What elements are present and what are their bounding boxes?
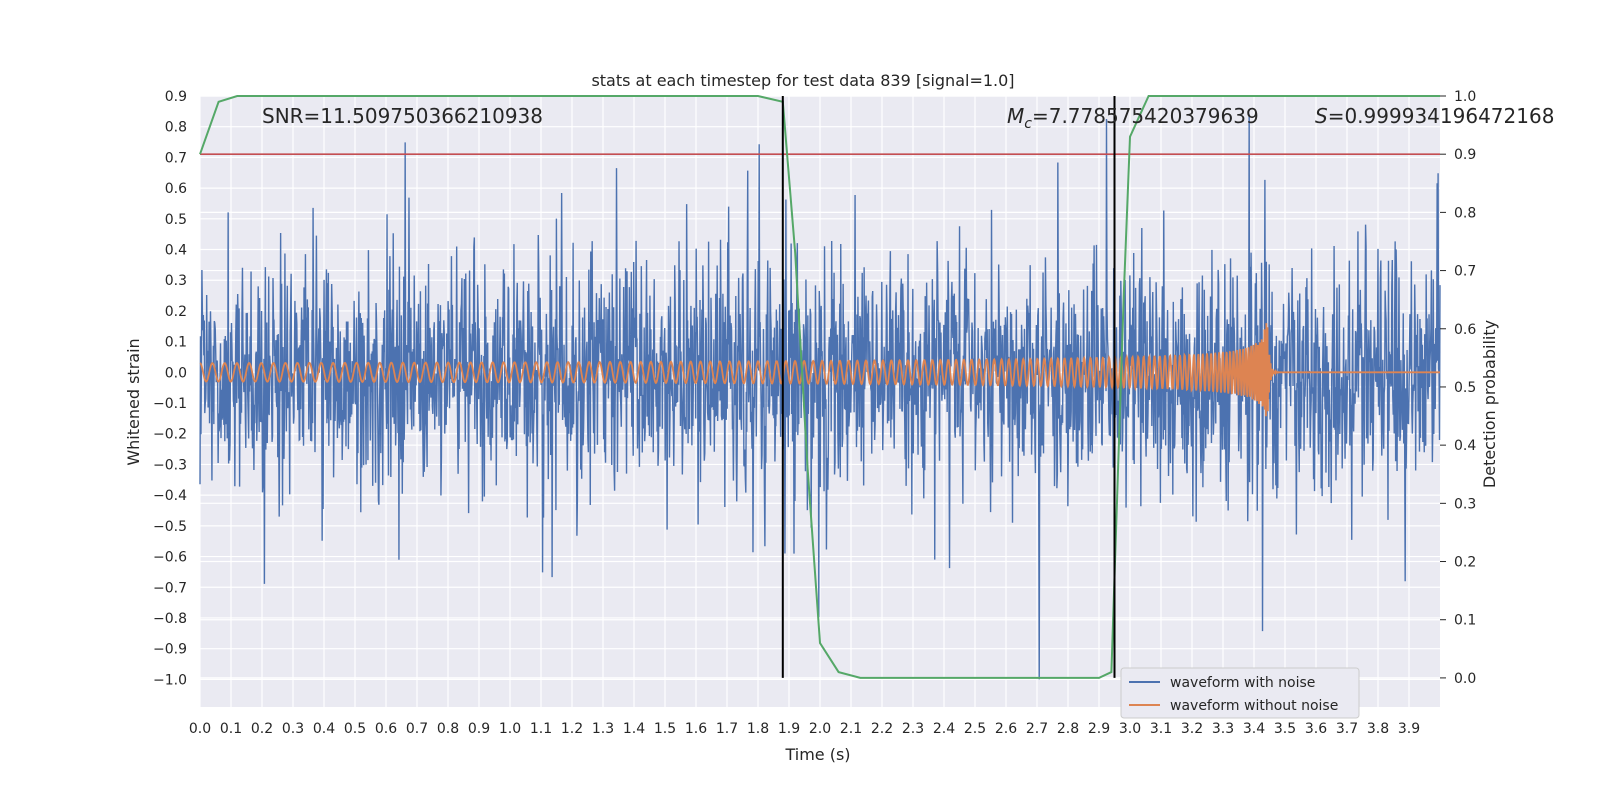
x-tick-label: 3.0 (1119, 721, 1141, 737)
x-tick-label: 3.3 (1212, 721, 1234, 737)
x-tick-label: 1.8 (747, 721, 769, 737)
x-tick-label: 1.9 (778, 721, 800, 737)
score-annotation: S=0.999934196472168 (1315, 104, 1554, 128)
x-tick-label: 3.2 (1181, 721, 1203, 737)
y-tick-label: 0.0 (165, 365, 187, 381)
x-tick-label: 2.2 (871, 721, 893, 737)
y2-tick-label: 0.4 (1454, 438, 1476, 454)
x-tick-label: 3.5 (1274, 721, 1296, 737)
x-tick-label: 2.0 (809, 721, 831, 737)
y-tick-label: 0.2 (165, 304, 187, 320)
chirp-mass-symbol: M (1007, 104, 1024, 128)
y-tick-label: −0.6 (153, 550, 187, 566)
y-axis-label: Whitened strain (124, 338, 143, 465)
legend-box (1120, 667, 1360, 719)
y-tick-label: −0.4 (153, 488, 187, 504)
x-tick-label: 0.4 (313, 721, 335, 737)
chirp-mass-annotation: Mc=7.778575420379639 (1007, 104, 1259, 132)
y-tick-label: −0.3 (153, 457, 187, 473)
x-tick-label: 2.9 (1088, 721, 1110, 737)
x-tick-label: 0.0 (189, 721, 211, 737)
y2-tick-label: 0.2 (1454, 555, 1476, 571)
y-tick-label: 0.7 (165, 150, 187, 166)
y-tick-label: −0.5 (153, 519, 187, 535)
y-tick-label: −0.9 (153, 642, 187, 658)
y-tick-label: −0.7 (153, 580, 187, 596)
y2-tick-label: 0.9 (1454, 147, 1476, 163)
x-tick-label: 1.4 (623, 721, 645, 737)
x-tick-label: 1.7 (716, 721, 738, 737)
y-tick-label: 0.9 (165, 89, 187, 105)
detection-probability-line (199, 95, 1440, 679)
legend: waveform with noise waveform without noi… (1120, 667, 1360, 719)
x-tick-label: 1.2 (561, 721, 583, 737)
x-axis-label: Time (s) (784, 745, 850, 764)
y2-tick-label: 1.0 (1454, 89, 1476, 105)
x-tick-label: 2.5 (964, 721, 986, 737)
x-tick-label: 0.2 (251, 721, 273, 737)
x-tick-label: 2.6 (995, 721, 1017, 737)
x-tick-label: 3.1 (1150, 721, 1172, 737)
y-tick-label: −0.8 (153, 611, 187, 627)
y-tick-label: −0.2 (153, 427, 187, 443)
clean-waveform-line (199, 323, 1440, 417)
x-tick-label: 1.5 (654, 721, 676, 737)
x-tick-label: 3.9 (1398, 721, 1420, 737)
y2-axis-label: Detection probability (1480, 320, 1499, 488)
x-tick-label: 1.0 (499, 721, 521, 737)
x-tick-label: 0.6 (375, 721, 397, 737)
x-tick-label: 0.9 (468, 721, 490, 737)
x-tick-label: 3.8 (1367, 721, 1389, 737)
chirp-mass-value: =7.778575420379639 (1032, 104, 1259, 128)
x-tick-label: 0.7 (406, 721, 428, 737)
y-tick-label: 0.4 (165, 243, 187, 259)
axes: 0.0 0.1 0.2 0.3 0.4 0.5 0.6 0.7 0.8 0.9 1.0 1.1 1.2 1… (153, 89, 1476, 737)
y2-tick-label: 0.1 (1454, 613, 1476, 629)
y2-tick-label: 0.6 (1454, 322, 1476, 338)
score-value: =0.999934196472168 (1328, 104, 1555, 128)
y2-tick-label: 0.5 (1454, 380, 1476, 396)
plot-lines (199, 95, 1441, 680)
x-tick-label: 2.7 (1026, 721, 1048, 737)
legend-label-clean: waveform without noise (1170, 698, 1338, 714)
y2-tick-label: 0.7 (1454, 264, 1476, 280)
y2-tick-label: 0.3 (1454, 496, 1476, 512)
legend-label-noise: waveform with noise (1170, 675, 1315, 691)
x-tick-label: 0.8 (437, 721, 459, 737)
y-tick-label: 0.5 (165, 212, 187, 228)
x-tick-label: 0.1 (220, 721, 242, 737)
x-tick-label: 2.3 (902, 721, 924, 737)
y-tick-label: −1.0 (153, 672, 187, 688)
chirp-mass-subscript: c (1024, 116, 1032, 132)
y-tick-label: 0.1 (165, 335, 187, 351)
y-tick-label: 0.8 (165, 120, 187, 136)
x-tick-label: 0.3 (282, 721, 304, 737)
y2-tick-label: 0.0 (1454, 671, 1476, 687)
y2-tick-label: 0.8 (1454, 205, 1476, 221)
x-tick-label: 2.8 (1057, 721, 1079, 737)
x-tick-label: 1.3 (592, 721, 614, 737)
x-tick-label: 1.1 (530, 721, 552, 737)
x-tick-label: 3.7 (1336, 721, 1358, 737)
x-tick-label: 1.6 (685, 721, 707, 737)
y-tick-label: −0.1 (153, 396, 187, 412)
chart-title: stats at each timestep for test data 839… (591, 71, 1014, 90)
x-tick-label: 3.6 (1305, 721, 1327, 737)
x-tick-label: 3.4 (1243, 721, 1265, 737)
score-symbol: S (1315, 104, 1328, 128)
y-tick-label: 0.6 (165, 181, 187, 197)
y-tick-label: 0.3 (165, 273, 187, 289)
x-tick-label: 2.1 (840, 721, 862, 737)
x-tick-label: 2.4 (933, 721, 955, 737)
snr-annotation: SNR=11.509750366210938 (262, 104, 543, 128)
x-tick-label: 0.5 (344, 721, 366, 737)
